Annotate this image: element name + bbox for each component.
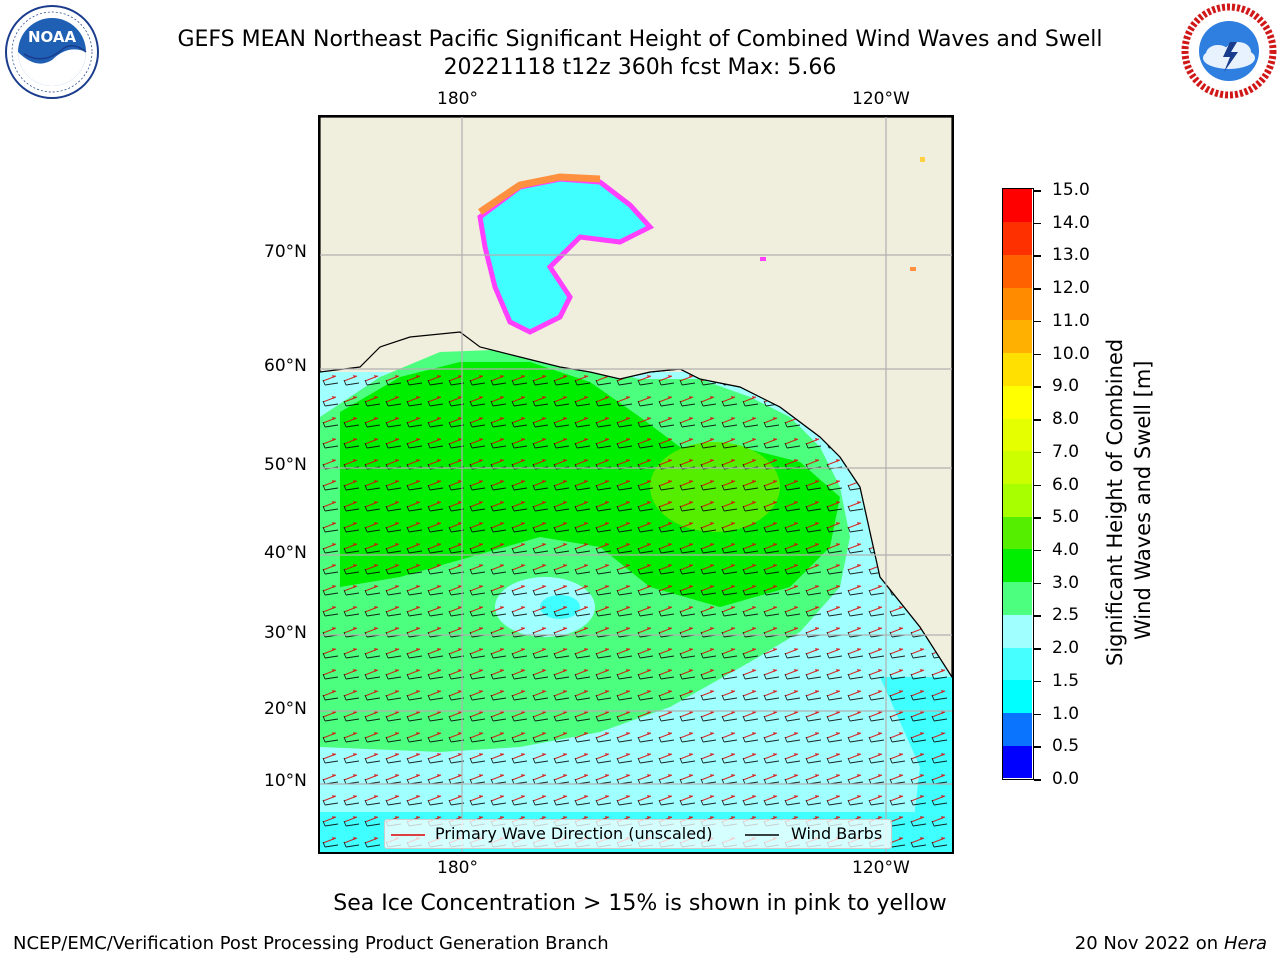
chart-title: GEFS MEAN Northeast Pacific Significant … [177, 27, 1103, 52]
colorbar-tick-mark [1034, 484, 1041, 486]
run-date-text: 20 Nov 2022 on [1074, 933, 1219, 954]
colorbar-tick-label: 0.5 [1052, 736, 1080, 757]
colorbar-segment [1003, 581, 1032, 615]
lon-label-180-top: 180° [437, 89, 478, 109]
machine-name: Hera [1223, 933, 1267, 954]
colorbar-segment [1003, 221, 1032, 255]
graticule [320, 117, 952, 852]
lon-label-120w-bottom: 120°W [852, 858, 910, 878]
wave-height-map [320, 117, 952, 852]
lat-label-50n: 50°N [264, 455, 307, 475]
colorbar-segment [1003, 385, 1032, 419]
colorbar-tick-label: 0.0 [1052, 769, 1080, 789]
colorbar-tick-label: 5.0 [1052, 507, 1080, 528]
colorbar-tick-mark [1034, 582, 1041, 585]
wave-direction-legend-icon [391, 834, 425, 836]
chart-subtitle: 20221118 t12z 360h fcst Max: 5.66 [443, 55, 837, 80]
colorbar-segment [1003, 287, 1032, 321]
map-panel: Primary Wave Direction (unscaled) Wind B… [318, 115, 954, 854]
colorbar-label-line2: Wind Waves and Swell [m] [1131, 360, 1155, 640]
colorbar-tick-label: 10.0 [1052, 343, 1090, 364]
nws-logo [1180, 2, 1278, 100]
colorbar-tick-mark [1034, 451, 1041, 454]
wave-direction-arrows [320, 372, 952, 852]
run-date: 20 Nov 2022 on Hera [1075, 933, 1267, 954]
colorbar-segment [1003, 352, 1032, 386]
colorbar-tick-label: 1.5 [1052, 670, 1080, 691]
legend-wind-barbs: Wind Barbs [791, 824, 883, 843]
lat-label-60n: 60°N [264, 356, 307, 376]
colorbar-tick-mark [1034, 255, 1041, 257]
lat-label-20n: 20°N [264, 699, 307, 719]
colorbar-segment [1003, 548, 1032, 583]
lon-label-180-bottom: 180° [437, 858, 478, 878]
colorbar-tick-mark [1034, 353, 1041, 356]
colorbar-tick-mark [1034, 419, 1041, 421]
colorbar-tick-label: 8.0 [1052, 409, 1080, 430]
colorbar-tick-label: 9.0 [1052, 376, 1080, 397]
wind-barb-legend-icon [745, 834, 779, 836]
sea-ice-note: Sea Ice Concentration > 15% is shown in … [333, 891, 947, 916]
colorbar-tick-mark [1034, 615, 1041, 617]
colorbar-tick-mark [1034, 549, 1041, 552]
lat-label-70n: 70°N [264, 242, 307, 262]
colorbar-segment [1003, 712, 1032, 746]
colorbar-tick-mark [1034, 713, 1041, 716]
lat-label-10n: 10°N [264, 771, 307, 791]
colorbar-segment [1003, 483, 1032, 517]
colorbar-segment [1003, 647, 1032, 681]
colorbar-tick-label: 2.0 [1052, 638, 1080, 659]
colorbar-segment [1003, 679, 1032, 714]
colorbar [1002, 188, 1034, 780]
land [320, 117, 952, 679]
colorbar-tick-label: 4.0 [1052, 539, 1080, 560]
colorbar-tick-label: 6.0 [1052, 474, 1080, 495]
colorbar-tick-mark [1034, 222, 1041, 225]
colorbar-tick-mark [1034, 190, 1041, 192]
colorbar-tick-label: 12.0 [1052, 278, 1090, 299]
lat-label-30n: 30°N [264, 623, 307, 643]
colorbar-segment [1003, 516, 1032, 550]
colorbar-tick-mark [1034, 648, 1041, 650]
colorbar-tick-mark [1034, 517, 1041, 519]
colorbar-tick-mark [1034, 746, 1041, 748]
producer-credit: NCEP/EMC/Verification Post Processing Pr… [13, 933, 609, 954]
lat-label-40n: 40°N [264, 543, 307, 563]
colorbar-segment [1003, 614, 1032, 648]
colorbar-tick-mark [1034, 779, 1041, 781]
colorbar-tick-mark [1034, 288, 1041, 290]
colorbar-tick-label: 1.0 [1052, 703, 1080, 724]
colorbar-tick-label: 7.0 [1052, 441, 1080, 462]
colorbar-tick-label: 15.0 [1052, 180, 1090, 200]
colorbar-tick-label: 3.0 [1052, 572, 1080, 593]
colorbar-segment [1003, 189, 1032, 223]
colorbar-tick-mark [1034, 680, 1041, 683]
svg-text:NOAA: NOAA [28, 28, 77, 46]
noaa-logo: NOAA [4, 4, 100, 100]
colorbar-segment [1003, 450, 1032, 484]
colorbar-tick-label: 13.0 [1052, 245, 1090, 266]
lon-label-120w-top: 120°W [852, 89, 910, 109]
colorbar-tick-mark [1034, 320, 1041, 323]
colorbar-label-line1: Significant Height of Combined [1103, 338, 1127, 666]
colorbar-tick-label: 14.0 [1052, 212, 1090, 233]
colorbar-tick-label: 2.5 [1052, 605, 1080, 626]
colorbar-tick-label: 11.0 [1052, 310, 1090, 331]
map-legend: Primary Wave Direction (unscaled) Wind B… [384, 819, 892, 849]
colorbar-tick-mark [1034, 386, 1041, 388]
legend-wave-direction: Primary Wave Direction (unscaled) [435, 824, 713, 843]
colorbar-segment [1003, 319, 1032, 354]
colorbar-segment [1003, 745, 1032, 779]
colorbar-segment [1003, 418, 1032, 452]
colorbar-segment [1003, 254, 1032, 288]
